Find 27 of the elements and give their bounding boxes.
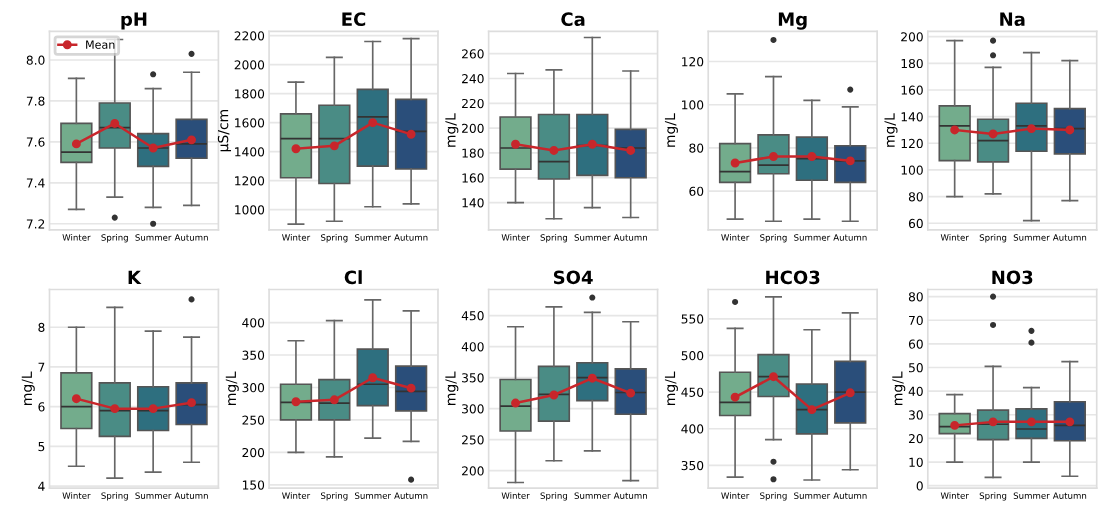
chart-title: Ca: [561, 12, 585, 27]
point: [329, 141, 339, 151]
chart-title: pH: [121, 12, 147, 30]
chart-title: HCO3: [766, 270, 820, 285]
point: [406, 129, 416, 139]
point: [368, 373, 378, 383]
point: [511, 398, 520, 408]
chart-title: EC: [342, 12, 366, 27]
point: [845, 388, 855, 398]
chart-title: Na: [1000, 12, 1025, 27]
point: [730, 392, 740, 402]
chart-title: Mg: [778, 12, 807, 30]
point: [329, 395, 339, 405]
point: [110, 119, 120, 128]
chart-title: NO3: [992, 270, 1033, 285]
chart-title: Cl: [344, 270, 362, 285]
point: [291, 144, 301, 154]
point: [807, 405, 817, 415]
chart-title: K: [128, 270, 142, 284]
chart-title: SO4: [553, 270, 593, 285]
point: [368, 118, 378, 128]
point: [769, 372, 778, 382]
point: [626, 388, 636, 398]
point: [71, 139, 81, 149]
point: [406, 383, 416, 393]
point: [187, 135, 196, 145]
point: [549, 390, 559, 400]
